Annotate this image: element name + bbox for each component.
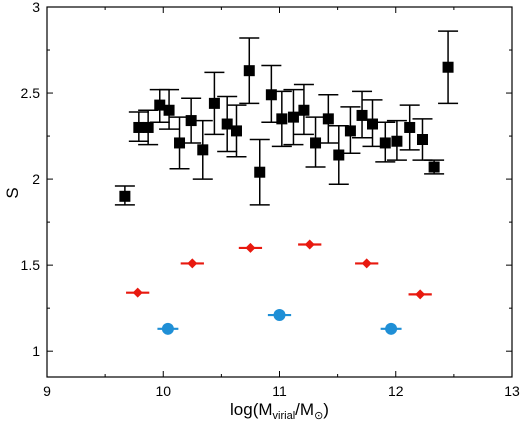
data-point [245, 242, 256, 253]
data-point [391, 135, 403, 147]
data-point [197, 144, 209, 156]
series-diamond [126, 239, 432, 300]
data-point [174, 137, 186, 149]
plot-frame [46, 6, 513, 378]
x-tick-label: 13 [504, 383, 520, 399]
data-point [163, 104, 175, 116]
data-point [133, 121, 145, 133]
data-point [243, 65, 255, 77]
data-point [428, 161, 440, 173]
y-tick-label: 2 [32, 171, 40, 187]
data-point [298, 104, 310, 116]
y-tick-label: 3 [32, 0, 40, 15]
data-point [379, 137, 391, 149]
y-axis-label: S [3, 187, 22, 198]
y-tick-label: 1 [32, 343, 40, 359]
data-point [221, 118, 233, 130]
ticks-layer: 9 10 11 12 13 1 1.5 2 2.5 3 [21, 0, 520, 399]
data-point [322, 113, 334, 125]
data-point [361, 258, 372, 269]
data-point [119, 190, 131, 202]
data-point [254, 166, 266, 178]
x-axis-label-prefix: log(M [230, 400, 273, 419]
data-point [367, 118, 378, 130]
data-point [132, 287, 143, 298]
data-point [230, 125, 242, 137]
data-point [404, 121, 416, 133]
data-point [344, 125, 356, 137]
x-axis-label-sub1: virial [273, 410, 296, 422]
x-tick-label: 11 [272, 383, 287, 399]
series-square [114, 30, 459, 206]
data-point [273, 309, 286, 322]
x-tick-label: 9 [43, 383, 51, 399]
data-point [415, 289, 426, 300]
data-point [310, 137, 322, 149]
x-axis-label: log(Mvirial/M⊙) [230, 400, 329, 422]
x-axis-label-mid: /M [295, 400, 314, 419]
y-tick-label: 1.5 [21, 257, 41, 273]
data-point [187, 258, 198, 269]
data-point [276, 113, 288, 125]
data-point [385, 322, 398, 335]
y-tick-label: 2.5 [21, 85, 41, 101]
data-point [442, 61, 454, 73]
series-circle [157, 309, 402, 335]
data-point [185, 115, 197, 127]
x-axis-label-sub2: ⊙ [314, 410, 323, 422]
data-point [416, 134, 428, 146]
x-axis-label-suffix: ) [323, 400, 329, 419]
data-point [287, 111, 299, 123]
series-layer [114, 30, 459, 335]
data-point [142, 121, 154, 133]
data-point [333, 149, 345, 161]
data-point [304, 239, 315, 250]
data-point [208, 97, 220, 109]
x-tick-label: 10 [155, 383, 171, 399]
data-point [356, 109, 368, 121]
data-point [265, 89, 277, 101]
x-tick-label: 12 [388, 383, 404, 399]
data-point [161, 322, 174, 335]
data-point [154, 99, 166, 111]
